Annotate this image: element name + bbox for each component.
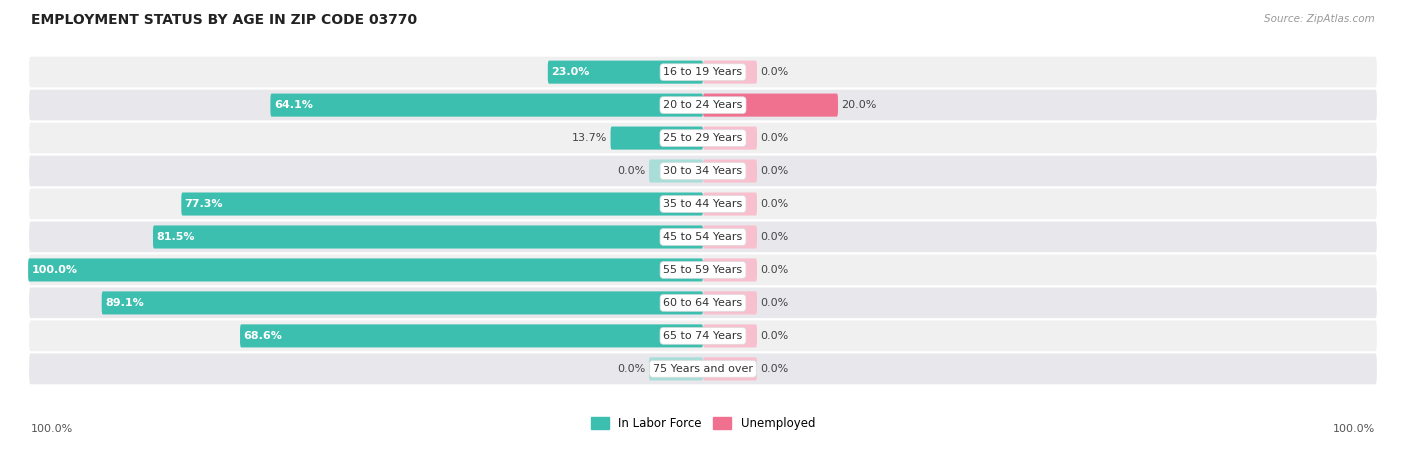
- FancyBboxPatch shape: [28, 258, 703, 282]
- FancyBboxPatch shape: [181, 193, 703, 216]
- Text: 0.0%: 0.0%: [761, 67, 789, 77]
- FancyBboxPatch shape: [650, 357, 703, 380]
- Text: 45 to 54 Years: 45 to 54 Years: [664, 232, 742, 242]
- Text: 100.0%: 100.0%: [31, 424, 73, 434]
- FancyBboxPatch shape: [270, 94, 703, 117]
- Text: 0.0%: 0.0%: [761, 133, 789, 143]
- FancyBboxPatch shape: [703, 258, 756, 282]
- Text: 60 to 64 Years: 60 to 64 Years: [664, 298, 742, 308]
- FancyBboxPatch shape: [28, 220, 1378, 253]
- Text: 77.3%: 77.3%: [184, 199, 224, 209]
- Text: 13.7%: 13.7%: [572, 133, 607, 143]
- Text: 100.0%: 100.0%: [31, 265, 77, 275]
- Legend: In Labor Force, Unemployed: In Labor Force, Unemployed: [586, 412, 820, 434]
- Text: 65 to 74 Years: 65 to 74 Years: [664, 331, 742, 341]
- FancyBboxPatch shape: [28, 352, 1378, 385]
- Text: Source: ZipAtlas.com: Source: ZipAtlas.com: [1264, 14, 1375, 23]
- Text: 0.0%: 0.0%: [761, 232, 789, 242]
- Text: 23.0%: 23.0%: [551, 67, 589, 77]
- Text: 0.0%: 0.0%: [761, 199, 789, 209]
- Text: EMPLOYMENT STATUS BY AGE IN ZIP CODE 03770: EMPLOYMENT STATUS BY AGE IN ZIP CODE 037…: [31, 14, 418, 27]
- Text: 81.5%: 81.5%: [156, 232, 195, 242]
- Text: 20 to 24 Years: 20 to 24 Years: [664, 100, 742, 110]
- FancyBboxPatch shape: [610, 126, 703, 149]
- FancyBboxPatch shape: [28, 154, 1378, 188]
- FancyBboxPatch shape: [28, 89, 1378, 122]
- Text: 16 to 19 Years: 16 to 19 Years: [664, 67, 742, 77]
- FancyBboxPatch shape: [703, 61, 756, 84]
- FancyBboxPatch shape: [703, 193, 756, 216]
- FancyBboxPatch shape: [703, 159, 756, 183]
- FancyBboxPatch shape: [703, 357, 756, 380]
- Text: 0.0%: 0.0%: [761, 364, 789, 374]
- Text: 30 to 34 Years: 30 to 34 Years: [664, 166, 742, 176]
- FancyBboxPatch shape: [703, 292, 756, 315]
- FancyBboxPatch shape: [703, 324, 756, 347]
- Text: 0.0%: 0.0%: [617, 166, 645, 176]
- FancyBboxPatch shape: [153, 225, 703, 248]
- Text: 0.0%: 0.0%: [761, 331, 789, 341]
- Text: 75 Years and over: 75 Years and over: [652, 364, 754, 374]
- FancyBboxPatch shape: [28, 320, 1378, 352]
- FancyBboxPatch shape: [28, 287, 1378, 319]
- Text: 68.6%: 68.6%: [243, 331, 283, 341]
- FancyBboxPatch shape: [703, 126, 756, 149]
- FancyBboxPatch shape: [28, 253, 1378, 287]
- Text: 25 to 29 Years: 25 to 29 Years: [664, 133, 742, 143]
- FancyBboxPatch shape: [703, 94, 838, 117]
- FancyBboxPatch shape: [101, 292, 703, 315]
- Text: 0.0%: 0.0%: [761, 298, 789, 308]
- Text: 35 to 44 Years: 35 to 44 Years: [664, 199, 742, 209]
- FancyBboxPatch shape: [28, 188, 1378, 220]
- FancyBboxPatch shape: [28, 56, 1378, 89]
- FancyBboxPatch shape: [28, 122, 1378, 154]
- Text: 20.0%: 20.0%: [841, 100, 877, 110]
- Text: 100.0%: 100.0%: [1333, 424, 1375, 434]
- FancyBboxPatch shape: [548, 61, 703, 84]
- FancyBboxPatch shape: [240, 324, 703, 347]
- FancyBboxPatch shape: [703, 225, 756, 248]
- Text: 89.1%: 89.1%: [105, 298, 143, 308]
- FancyBboxPatch shape: [650, 159, 703, 183]
- Text: 0.0%: 0.0%: [761, 265, 789, 275]
- Text: 0.0%: 0.0%: [761, 166, 789, 176]
- Text: 55 to 59 Years: 55 to 59 Years: [664, 265, 742, 275]
- Text: 0.0%: 0.0%: [617, 364, 645, 374]
- Text: 64.1%: 64.1%: [274, 100, 312, 110]
